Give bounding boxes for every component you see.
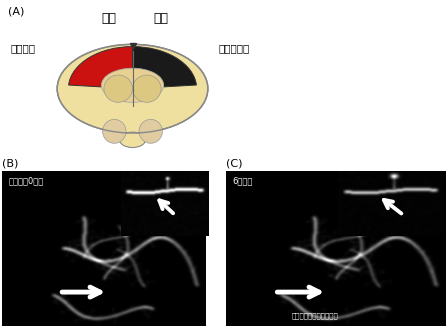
Text: 左脳: 左脳: [102, 12, 116, 25]
Text: 観察開始0時間: 観察開始0時間: [9, 177, 43, 186]
Text: 脳梗塞部位: 脳梗塞部位: [218, 43, 250, 53]
Ellipse shape: [139, 119, 163, 143]
Text: 新たなシナプスができる: 新たなシナプスができる: [292, 312, 339, 318]
Text: (C): (C): [226, 159, 243, 169]
Text: 右脳: 右脳: [154, 12, 168, 25]
Ellipse shape: [133, 75, 161, 102]
Text: (B): (B): [2, 159, 19, 169]
Text: (A): (A): [8, 7, 24, 17]
Ellipse shape: [57, 44, 208, 133]
Ellipse shape: [101, 68, 164, 102]
Ellipse shape: [120, 132, 146, 148]
Ellipse shape: [104, 75, 133, 102]
Text: 6時間後: 6時間後: [233, 177, 253, 186]
Text: 観察部位: 観察部位: [10, 43, 35, 53]
Ellipse shape: [103, 119, 126, 143]
Wedge shape: [69, 47, 133, 89]
Wedge shape: [133, 47, 197, 89]
